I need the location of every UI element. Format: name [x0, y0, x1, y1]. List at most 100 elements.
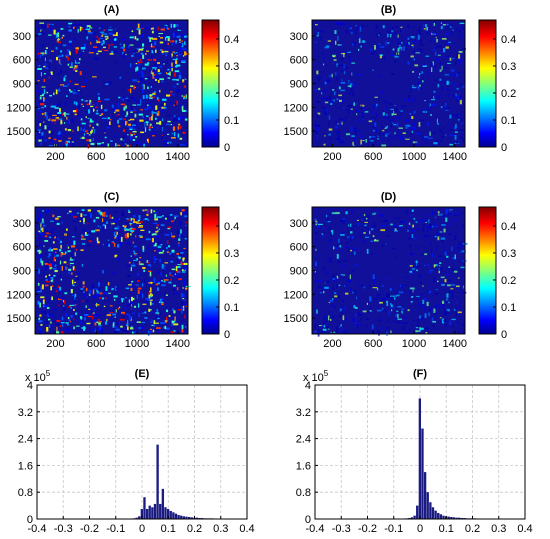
map-pixel: [124, 143, 127, 145]
map-pixel: [168, 315, 171, 317]
map-pixel: [415, 221, 418, 223]
map-pixel: [71, 141, 74, 146]
map-pixel: [102, 44, 105, 46]
map-pixel: [141, 33, 144, 38]
map-pixel: [173, 132, 176, 137]
map-pixel: [57, 216, 61, 218]
map-pixel: [84, 317, 86, 321]
map-pixel: [337, 261, 341, 263]
map-pixel: [52, 235, 56, 237]
map-pixel: [138, 235, 143, 237]
map-pixel: [330, 103, 333, 105]
map-pixel: [352, 317, 355, 321]
map-pixel: [425, 108, 430, 111]
map-pixel: [167, 42, 169, 45]
map-pixel: [432, 321, 436, 323]
map-pixel: [69, 262, 74, 265]
map-pixel: [97, 210, 101, 212]
map-pixel: [152, 132, 156, 135]
map-pixel: [131, 307, 133, 310]
map-pixel: [415, 228, 419, 230]
map-pixel: [127, 320, 129, 325]
map-pixel: [328, 121, 330, 127]
map-pixel: [173, 104, 175, 106]
map-pixel: [143, 117, 146, 119]
map-pixel: [327, 279, 329, 284]
map-pixel: [60, 244, 62, 249]
map-pixel: [55, 331, 60, 334]
map-pixel: [184, 299, 186, 301]
map-pixel: [324, 46, 329, 49]
map-pixel: [422, 23, 425, 28]
map-pixel: [181, 262, 185, 265]
map-pixel: [74, 227, 77, 230]
map-pixel: [55, 33, 58, 38]
map-pixel: [427, 290, 429, 292]
map-pixel: [56, 40, 58, 42]
map-pixel: [39, 100, 44, 103]
map-pixel: [87, 220, 91, 222]
map-pixel: [140, 143, 143, 146]
map-pixel: [121, 38, 126, 41]
map-pixel: [409, 88, 414, 90]
map-pixel: [159, 41, 164, 44]
map-pixel: [61, 221, 63, 224]
map-pixel: [451, 89, 453, 92]
map-pixel: [73, 89, 75, 92]
map-pixel: [340, 274, 343, 276]
map-pixel: [150, 27, 153, 30]
map-pixel: [321, 92, 323, 95]
map-pixel: [111, 222, 113, 224]
map-pixel: [435, 140, 438, 143]
map-pixel: [335, 40, 337, 45]
map-pixel: [62, 34, 65, 37]
map-pixel: [155, 79, 158, 81]
map-pixel: [167, 142, 169, 144]
map-pixel: [321, 97, 326, 100]
map-pixel: [84, 126, 86, 130]
map-pixel: [159, 312, 162, 315]
map-pixel: [315, 222, 318, 224]
map-pixel: [151, 74, 153, 77]
map-pixel: [109, 120, 111, 125]
map-pixel: [55, 323, 60, 326]
map-pixel: [321, 105, 323, 107]
map-pixel: [43, 305, 45, 308]
map-pixel: [158, 331, 160, 334]
map-pixel: [408, 236, 411, 241]
map-pixel: [48, 253, 51, 257]
histogram-bar: [151, 507, 154, 519]
map-pixel: [69, 89, 71, 91]
map-pixel: [394, 132, 396, 135]
map-pixel: [115, 60, 117, 64]
map-pixel: [44, 210, 50, 213]
map-pixel: [451, 294, 454, 299]
map-pixel: [61, 316, 64, 321]
map-pixel: [68, 55, 71, 57]
map-pixel: [397, 306, 402, 308]
map-pixel: [178, 54, 182, 56]
map-pixel: [112, 313, 117, 316]
map-pixel: [116, 32, 118, 37]
colorbar-tick-label: 0: [224, 142, 230, 154]
map-pixel: [455, 99, 460, 102]
map-pixel: [375, 113, 378, 117]
y-tick-label: 3.2: [18, 407, 33, 419]
map-pixel: [104, 49, 109, 52]
map-pixel: [445, 33, 450, 35]
map-pixel: [353, 247, 357, 250]
y-tick-label: 300: [290, 31, 308, 43]
map-pixel: [392, 27, 394, 29]
map-pixel: [120, 236, 123, 242]
map-pixel: [390, 303, 392, 306]
map-pixel: [386, 292, 388, 298]
map-pixel: [147, 247, 150, 250]
map-pixel: [325, 326, 329, 328]
map-pixel: [433, 22, 435, 26]
colorbar-tick-label: 0.4: [224, 34, 239, 46]
map-pixel: [162, 98, 167, 101]
map-pixel: [183, 211, 189, 214]
map-pixel: [183, 215, 187, 218]
map-pixel: [138, 226, 143, 228]
map-pixel: [420, 317, 424, 320]
